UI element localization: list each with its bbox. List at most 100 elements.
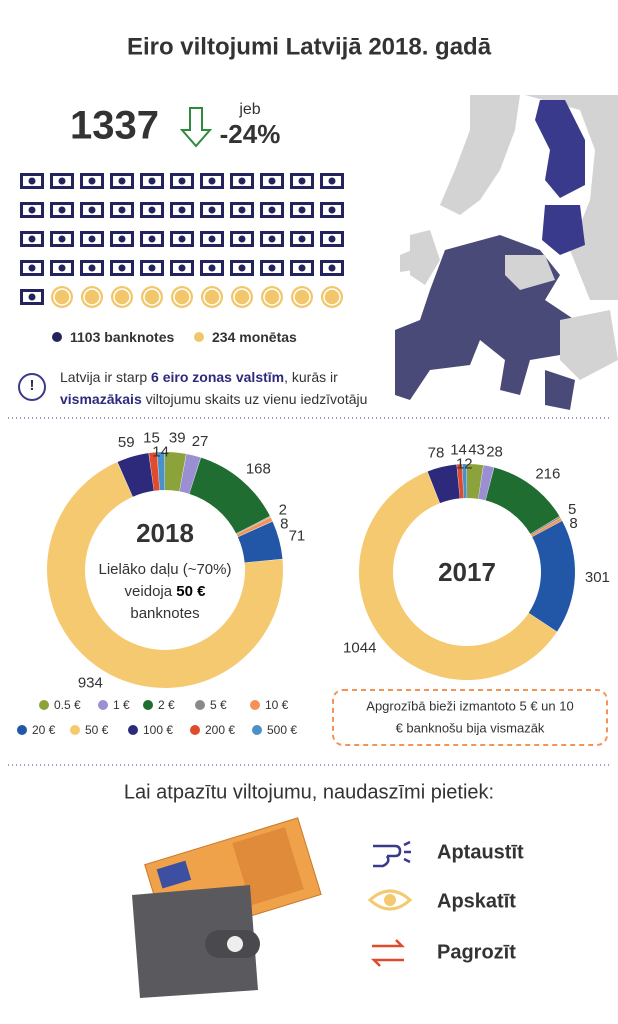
map-land — [410, 230, 440, 285]
banknote-icon-dot — [118, 206, 126, 214]
banknote-icon-dot — [298, 177, 306, 185]
banknote-icon-dot — [28, 206, 36, 214]
banknote-flag — [156, 860, 192, 889]
banknote-icon-dot — [328, 177, 336, 185]
legend-swatch — [70, 725, 80, 735]
value-label: 12 — [456, 455, 473, 472]
map-eurozone — [545, 370, 575, 410]
banknote-icon-dot — [58, 264, 66, 272]
banknote-icon-dot — [208, 235, 216, 243]
banknote-icon-dot — [238, 264, 246, 272]
hand-lines — [403, 840, 411, 864]
value-label: 28 — [486, 444, 503, 461]
banknote-icon-dot — [268, 264, 276, 272]
legend-swatch — [252, 725, 262, 735]
note-line: Apgrozībā bieži izmantoto 5 € un 10 — [366, 698, 573, 713]
banknote-icon-dot — [238, 206, 246, 214]
banknote-icon-dot — [298, 235, 306, 243]
donut-segment — [530, 516, 561, 535]
note-box — [332, 689, 608, 746]
pupil — [384, 894, 396, 906]
text-line: veidoja 50 € — [125, 583, 207, 600]
donut-segment — [157, 452, 165, 491]
hand — [373, 844, 402, 868]
donut-segment — [427, 464, 460, 504]
banknote-icon-dot — [148, 177, 156, 185]
legend-dot — [52, 332, 62, 342]
down-arrow — [179, 107, 213, 148]
legend-label: 5 € — [210, 698, 227, 712]
coin-icon-ring — [53, 288, 71, 306]
legend-label: 0.5 € — [54, 698, 81, 712]
legend-dot — [194, 332, 204, 342]
text-run: vismazākais — [60, 391, 142, 407]
legend-swatch — [98, 700, 108, 710]
legend-label: 50 € — [85, 723, 109, 737]
banknote-icon-dot — [328, 206, 336, 214]
coin-icon-ring — [293, 288, 311, 306]
donut-segment — [236, 516, 271, 535]
text-run: Latvija ir starp — [60, 369, 151, 385]
value-label: 216 — [535, 465, 560, 482]
map-land — [400, 250, 414, 272]
banknote-icon-dot — [118, 235, 126, 243]
donut-segment — [117, 453, 154, 497]
banknote-icon-dot — [88, 235, 96, 243]
donut-segment — [179, 453, 201, 494]
info-text: Latvija ir starp 6 eiro zonas valstīm, k… — [60, 369, 367, 407]
europe-map — [395, 95, 618, 410]
label: banknotes — [104, 329, 174, 345]
donut-segment — [485, 467, 560, 534]
map-highlight — [535, 100, 585, 198]
coin-icon-ring — [263, 288, 281, 306]
legend-label: 1103 banknotes — [70, 329, 174, 345]
coin-icon-ring — [203, 288, 221, 306]
legend-swatch — [39, 700, 49, 710]
legend-swatch — [190, 725, 200, 735]
donut-segment — [237, 521, 283, 563]
value-label: 71 — [289, 527, 306, 544]
banknote-icon-dot — [88, 177, 96, 185]
coin-icon-ring — [83, 288, 101, 306]
donut-segment — [189, 457, 270, 534]
legend-swatch — [195, 700, 205, 710]
banknote-icon-dot — [178, 177, 186, 185]
action: Pagrozīt — [437, 941, 516, 963]
banknote-icon-dot — [28, 293, 36, 301]
banknote-icon-dot — [178, 264, 186, 272]
value-label: 14 — [152, 444, 169, 461]
chart-title: 2018 — [136, 518, 194, 548]
action: Aptaustīt — [437, 841, 524, 863]
text-line: banknotes — [130, 605, 199, 622]
donut-segment — [462, 464, 467, 499]
banknote-icon-dot — [88, 206, 96, 214]
banknote-icon-dot — [238, 177, 246, 185]
text-line: Latvija ir starp 6 eiro zonas valstīm, k… — [60, 369, 338, 385]
touch-icon — [373, 840, 411, 868]
banknote-icon-dot — [208, 264, 216, 272]
banknote-icon-dot — [28, 177, 36, 185]
banknote-icon-dot — [88, 264, 96, 272]
donut-segment — [165, 452, 187, 492]
banknote-icon-dot — [178, 206, 186, 214]
text-run: viltojumu skaits uz vienu iedzīvotāju — [142, 391, 368, 407]
map-highlight — [542, 205, 585, 255]
wallet-illustration — [132, 817, 322, 998]
legend-label: 100 € — [143, 723, 173, 737]
banknote-icon-dot — [118, 177, 126, 185]
page-title: Eiro viltojumi Latvijā 2018. gadā — [127, 33, 492, 60]
text-run: Lielāko daļu (~70%) — [98, 561, 231, 578]
banknote-icon-dot — [28, 264, 36, 272]
value-label: 59 — [118, 434, 135, 451]
value-label: 8 — [569, 515, 577, 532]
legend-label: 20 € — [32, 723, 56, 737]
coin-icon-ring — [323, 288, 341, 306]
text-line: vismazākais viltojumu skaits uz vienu ie… — [60, 391, 367, 407]
text-run: banknotes — [130, 605, 199, 622]
coin-icon-ring — [143, 288, 161, 306]
legend-label: 2 € — [158, 698, 175, 712]
banknote-icon-dot — [328, 264, 336, 272]
banknote-icon-dot — [118, 264, 126, 272]
